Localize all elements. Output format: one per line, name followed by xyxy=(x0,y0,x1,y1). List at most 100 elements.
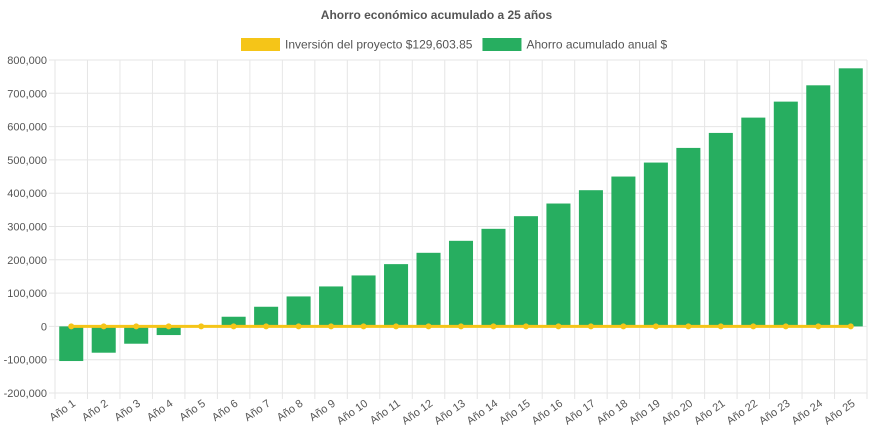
y-tick-label: 600,000 xyxy=(7,122,47,134)
x-tick-label: Año 20 xyxy=(660,398,695,428)
bar[interactable] xyxy=(254,306,279,327)
y-tick-label: 400,000 xyxy=(7,188,47,200)
bar[interactable] xyxy=(546,203,571,327)
bar[interactable] xyxy=(838,68,863,327)
y-axis: 800,000 700,000 600,000 500,000 400,000 300,0… xyxy=(4,55,47,400)
line-point[interactable] xyxy=(328,323,335,330)
line-point[interactable] xyxy=(782,323,789,330)
x-tick-label: Año 3 xyxy=(112,398,142,424)
x-tick-label: Año 22 xyxy=(725,398,760,428)
legend-label: Ahorro acumulado anual $ xyxy=(526,38,667,52)
legend-item[interactable]: Ahorro acumulado anual $ xyxy=(482,38,668,52)
x-tick-label: Año 2 xyxy=(80,398,110,424)
line-point[interactable] xyxy=(587,323,594,330)
chart-title: Ahorro económico acumulado a 25 años xyxy=(321,8,553,22)
x-tick-label: Año 24 xyxy=(790,398,825,428)
x-tick-label: Año 18 xyxy=(595,398,630,428)
bar[interactable] xyxy=(773,101,798,327)
bar[interactable] xyxy=(221,316,246,327)
legend-swatch xyxy=(241,38,280,51)
bar[interactable] xyxy=(806,85,831,327)
line-point[interactable] xyxy=(685,323,692,330)
y-tick-label: 500,000 xyxy=(7,155,47,167)
x-tick-label: Año 1 xyxy=(48,398,78,424)
x-tick-label: Año 23 xyxy=(757,398,792,428)
line-point[interactable] xyxy=(68,323,75,330)
grid xyxy=(49,59,868,399)
line-point[interactable] xyxy=(555,323,562,330)
bar-series xyxy=(59,68,863,362)
bar[interactable] xyxy=(676,147,701,327)
x-tick-label: Año 16 xyxy=(530,398,565,428)
x-tick-label: Año 13 xyxy=(432,398,467,428)
bar[interactable] xyxy=(448,240,474,327)
legend-item[interactable]: Inversión del proyecto $129,603.85 xyxy=(241,38,473,52)
line-point[interactable] xyxy=(458,323,464,330)
x-tick-label: Año 7 xyxy=(242,398,272,424)
bar[interactable] xyxy=(124,326,149,344)
x-tick-label: Año 11 xyxy=(368,398,403,427)
line-point[interactable] xyxy=(620,323,627,330)
bar[interactable] xyxy=(611,176,636,327)
legend-swatch xyxy=(482,38,522,51)
line-point[interactable] xyxy=(750,323,757,330)
line-point[interactable] xyxy=(230,323,237,330)
y-tick-label: 800,000 xyxy=(7,55,47,67)
line-point[interactable] xyxy=(847,323,854,330)
x-tick-label: Año 10 xyxy=(335,398,370,428)
line-point[interactable] xyxy=(263,323,270,330)
x-tick-label: Año 9 xyxy=(307,398,337,424)
bar[interactable] xyxy=(578,190,603,327)
y-tick-label: 700,000 xyxy=(7,88,47,100)
bar[interactable] xyxy=(91,326,116,353)
bar[interactable] xyxy=(481,228,506,327)
line-point[interactable] xyxy=(717,323,724,330)
bar[interactable] xyxy=(643,162,668,327)
line-point[interactable] xyxy=(165,323,172,330)
bar[interactable] xyxy=(513,216,538,327)
x-tick-label: Año 5 xyxy=(177,398,207,424)
bar[interactable] xyxy=(416,252,441,327)
y-tick-label: -200,000 xyxy=(4,388,47,400)
legend-label: Inversión del proyecto $129,603.85 xyxy=(285,38,473,52)
line-point[interactable] xyxy=(133,323,140,330)
x-axis: Año 1 Año 2 Año 3 Año 4 Año 5 Año 6 Año 7 Año 8… xyxy=(48,398,858,428)
x-tick-label: Año 15 xyxy=(497,398,532,428)
line-point[interactable] xyxy=(652,323,659,330)
bar[interactable] xyxy=(741,117,766,327)
y-tick-label: 0 xyxy=(41,321,47,333)
line-point[interactable] xyxy=(815,323,822,330)
x-tick-label: Año 17 xyxy=(562,398,597,428)
line-series xyxy=(68,323,854,330)
x-tick-label: Año 12 xyxy=(400,398,435,428)
x-tick-label: Año 4 xyxy=(145,398,175,424)
line-point[interactable] xyxy=(425,323,432,330)
bar[interactable] xyxy=(319,286,344,327)
bar[interactable] xyxy=(156,326,181,336)
bar[interactable] xyxy=(351,275,376,327)
line-point[interactable] xyxy=(522,323,529,330)
bar[interactable] xyxy=(384,264,409,327)
x-tick-label: Año 25 xyxy=(822,398,857,428)
x-tick-label: Año 19 xyxy=(627,398,662,428)
y-tick-label: 100,000 xyxy=(7,288,47,300)
x-tick-label: Año 21 xyxy=(692,398,727,428)
bar[interactable] xyxy=(59,326,84,362)
line-point[interactable] xyxy=(295,323,302,330)
y-tick-label: 200,000 xyxy=(7,255,47,267)
line-point[interactable] xyxy=(393,323,400,330)
x-tick-label: Año 6 xyxy=(210,398,240,424)
x-tick-label: Año 8 xyxy=(275,398,305,424)
y-tick-label: -100,000 xyxy=(4,355,47,367)
line-point[interactable] xyxy=(198,323,205,330)
line-point[interactable] xyxy=(100,323,107,330)
line-point[interactable] xyxy=(360,323,367,330)
line-point[interactable] xyxy=(490,323,497,330)
y-tick-label: 300,000 xyxy=(7,222,47,234)
x-tick-label: Año 14 xyxy=(465,398,500,428)
bar[interactable] xyxy=(286,296,311,327)
legend: Inversión del proyecto $129,603.85 Ahorro… xyxy=(241,38,668,52)
bar[interactable] xyxy=(708,132,733,327)
